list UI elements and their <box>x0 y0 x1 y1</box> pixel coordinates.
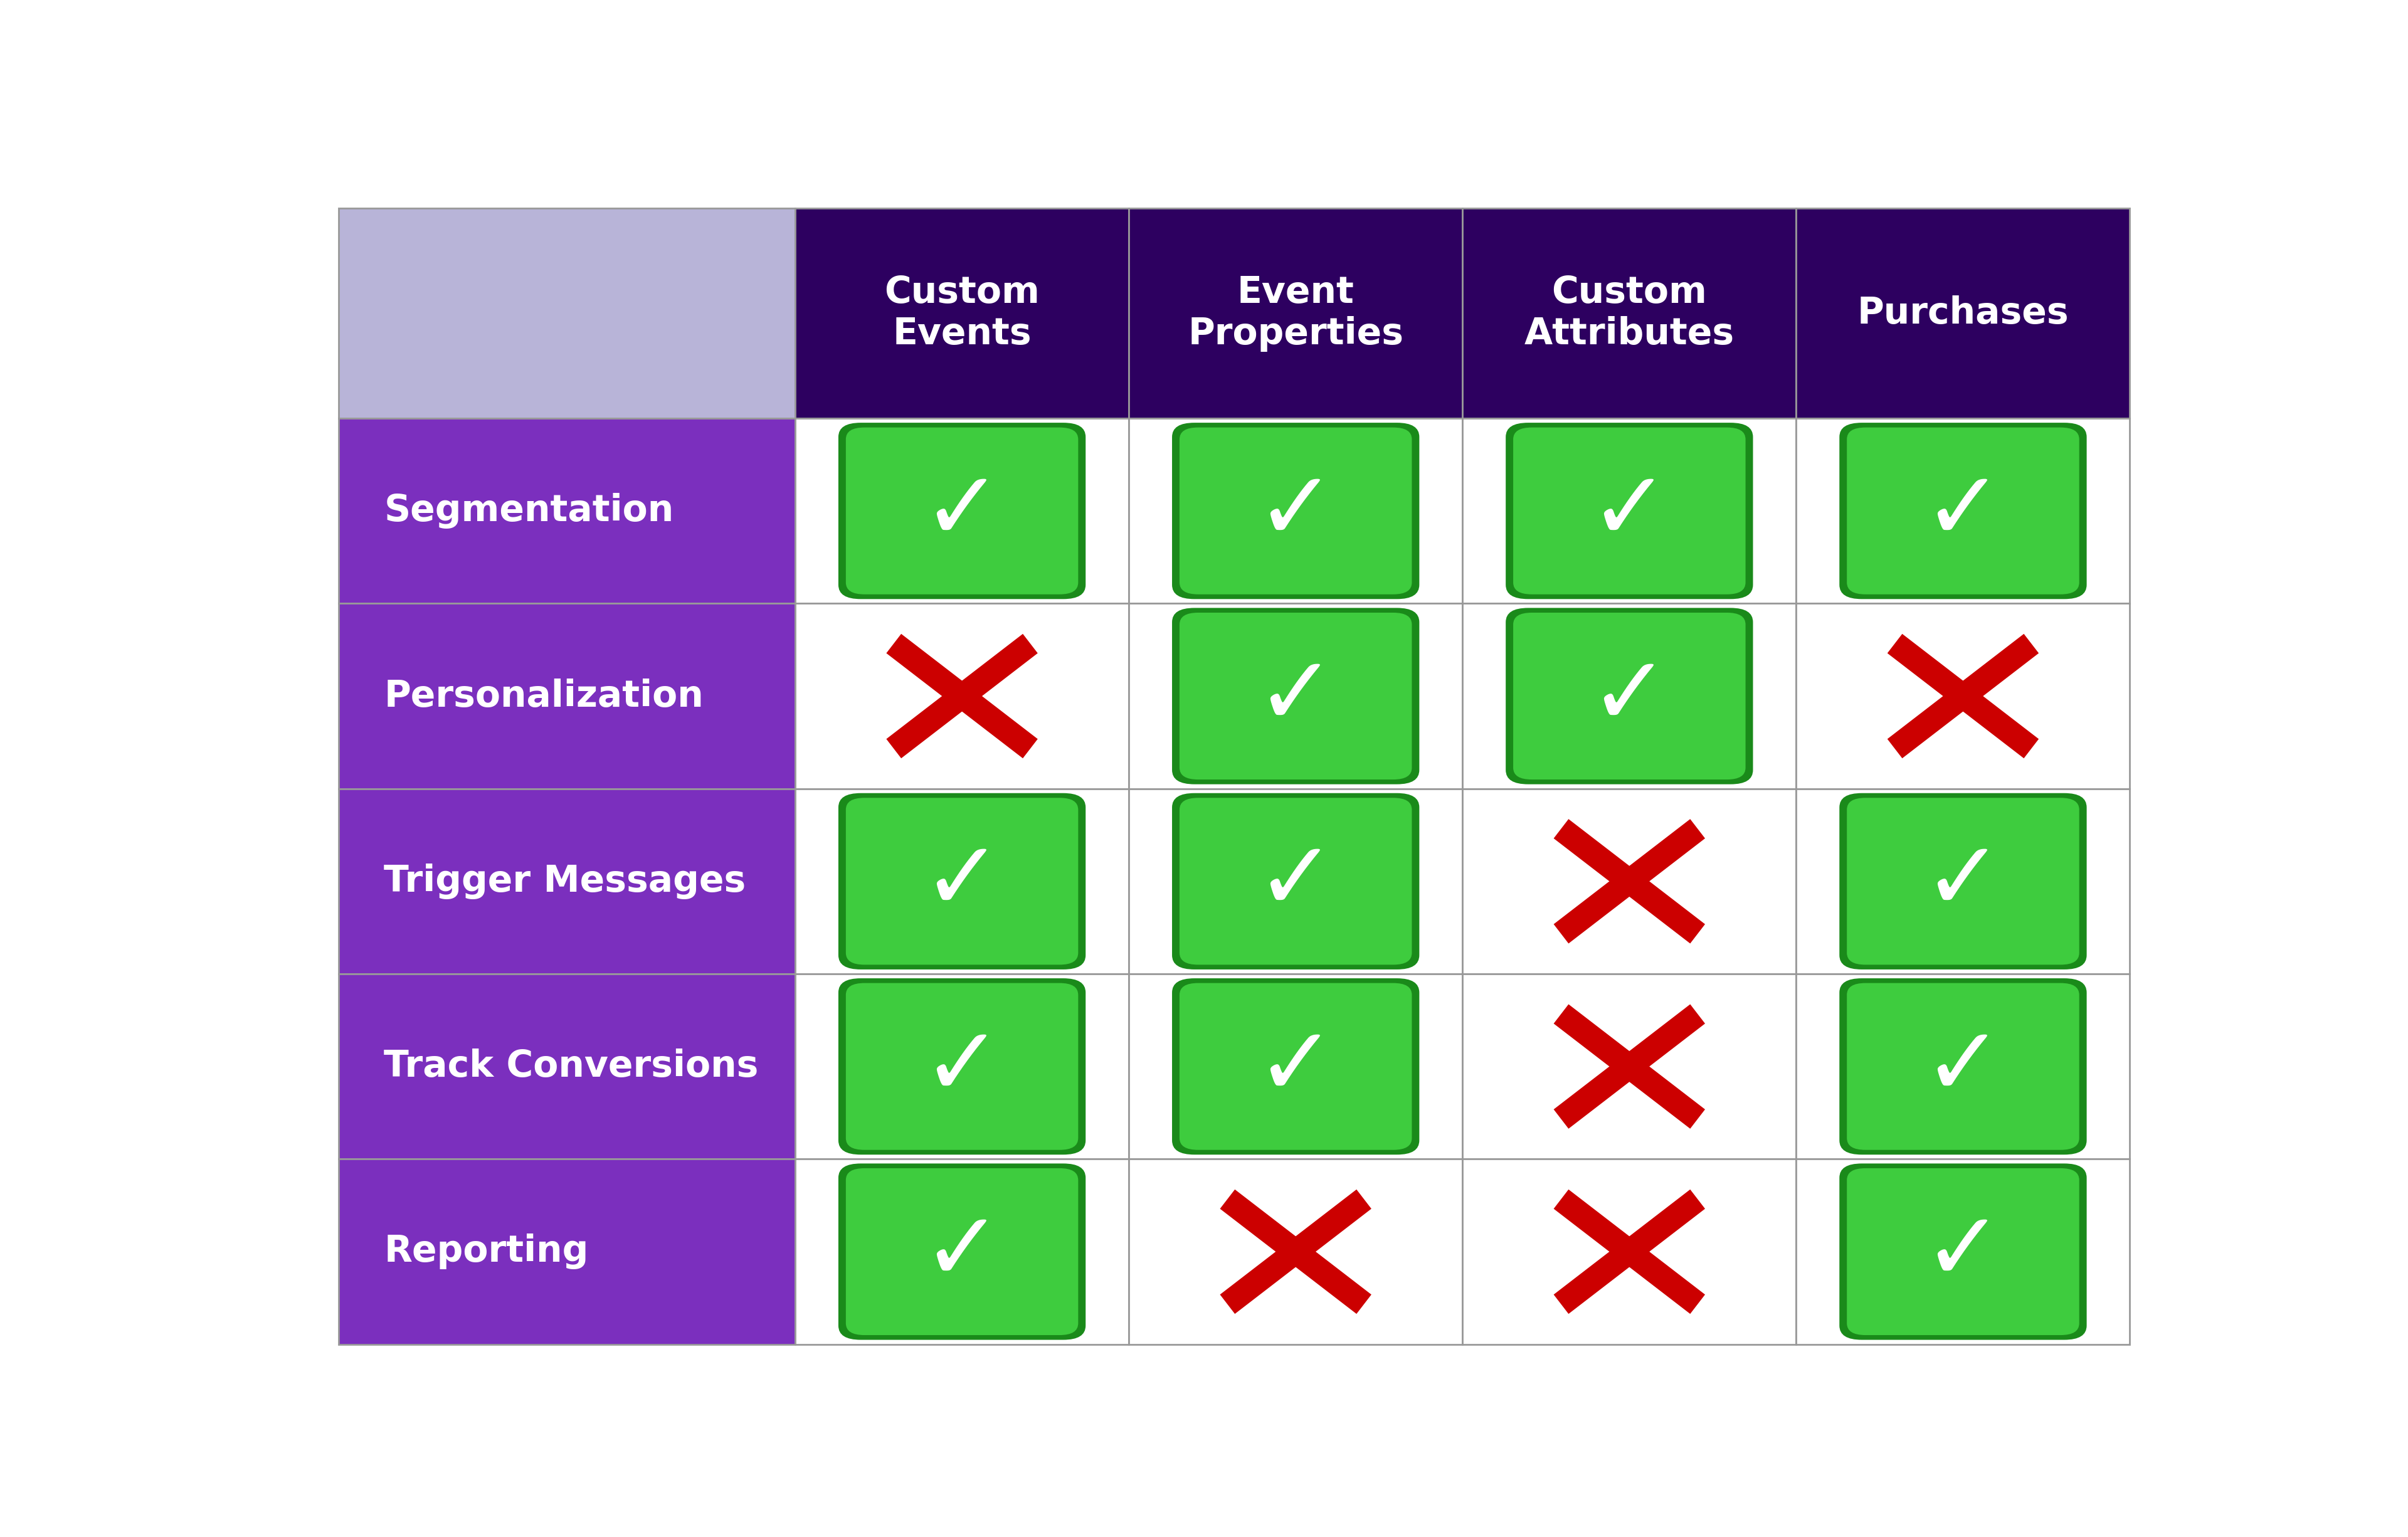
Text: Segmentation: Segmentation <box>383 493 674 529</box>
FancyBboxPatch shape <box>1840 979 2088 1154</box>
Bar <box>1796 1159 2129 1345</box>
Bar <box>337 207 795 418</box>
FancyBboxPatch shape <box>838 793 1086 970</box>
FancyBboxPatch shape <box>1847 427 2078 595</box>
Bar <box>337 974 795 1159</box>
FancyBboxPatch shape <box>845 1168 1079 1336</box>
Bar <box>1129 604 1462 788</box>
FancyBboxPatch shape <box>1173 793 1418 970</box>
FancyBboxPatch shape <box>1173 423 1418 599</box>
Text: Custom
Events: Custom Events <box>884 275 1040 352</box>
Bar <box>1462 974 1796 1159</box>
Text: Custom
Attributes: Custom Attributes <box>1524 275 1734 352</box>
Text: ✓: ✓ <box>1255 466 1336 559</box>
FancyBboxPatch shape <box>845 427 1079 595</box>
Text: ✓: ✓ <box>922 836 1002 930</box>
Bar <box>1462 1159 1796 1345</box>
Bar <box>1462 788 1796 974</box>
Bar <box>337 418 795 604</box>
Bar <box>1796 207 2129 418</box>
FancyBboxPatch shape <box>838 1164 1086 1340</box>
Bar <box>1796 418 2129 604</box>
Bar <box>1129 788 1462 974</box>
Bar <box>337 604 795 788</box>
FancyBboxPatch shape <box>1840 1164 2088 1340</box>
FancyBboxPatch shape <box>838 423 1086 599</box>
FancyBboxPatch shape <box>838 979 1086 1154</box>
Bar <box>1129 418 1462 604</box>
Bar <box>1129 1159 1462 1345</box>
FancyBboxPatch shape <box>1173 609 1418 784</box>
Bar <box>1796 604 2129 788</box>
Bar <box>1462 207 1796 418</box>
Bar <box>1129 207 1462 418</box>
FancyBboxPatch shape <box>1840 793 2088 970</box>
FancyBboxPatch shape <box>1512 427 1746 595</box>
FancyBboxPatch shape <box>845 798 1079 965</box>
FancyBboxPatch shape <box>845 984 1079 1150</box>
Bar <box>1796 974 2129 1159</box>
Bar <box>337 1159 795 1345</box>
Text: ✓: ✓ <box>1255 1021 1336 1114</box>
Text: Event
Properties: Event Properties <box>1187 275 1404 352</box>
FancyBboxPatch shape <box>1173 979 1418 1154</box>
Bar <box>337 788 795 974</box>
FancyBboxPatch shape <box>1847 798 2078 965</box>
FancyBboxPatch shape <box>1847 984 2078 1150</box>
Text: ✓: ✓ <box>1924 836 2003 930</box>
FancyBboxPatch shape <box>1840 423 2088 599</box>
FancyBboxPatch shape <box>1505 423 1753 599</box>
Bar <box>1462 418 1796 604</box>
Text: Trigger Messages: Trigger Messages <box>383 864 746 899</box>
Bar <box>795 207 1129 418</box>
Bar <box>795 788 1129 974</box>
Bar <box>795 974 1129 1159</box>
Text: ✓: ✓ <box>922 1207 1002 1300</box>
Bar <box>795 418 1129 604</box>
FancyBboxPatch shape <box>1180 984 1411 1150</box>
FancyBboxPatch shape <box>1505 609 1753 784</box>
FancyBboxPatch shape <box>1180 427 1411 595</box>
Text: ✓: ✓ <box>922 466 1002 559</box>
Bar <box>1462 604 1796 788</box>
Text: ✓: ✓ <box>1924 1021 2003 1114</box>
FancyBboxPatch shape <box>1512 613 1746 779</box>
Text: ✓: ✓ <box>1924 466 2003 559</box>
Bar <box>795 1159 1129 1345</box>
Text: Reporting: Reporting <box>383 1234 588 1270</box>
Text: ✓: ✓ <box>1589 650 1669 744</box>
FancyBboxPatch shape <box>1847 1168 2078 1336</box>
Bar <box>1129 974 1462 1159</box>
Text: ✓: ✓ <box>1924 1207 2003 1300</box>
Text: ✓: ✓ <box>1255 650 1336 744</box>
Bar <box>1796 788 2129 974</box>
Text: ✓: ✓ <box>922 1021 1002 1114</box>
FancyBboxPatch shape <box>1180 613 1411 779</box>
Text: Personalization: Personalization <box>383 678 703 715</box>
Text: Track Conversions: Track Conversions <box>383 1048 759 1084</box>
FancyBboxPatch shape <box>1180 798 1411 965</box>
Bar <box>795 604 1129 788</box>
Text: ✓: ✓ <box>1255 836 1336 930</box>
Text: Purchases: Purchases <box>1857 295 2068 330</box>
Text: ✓: ✓ <box>1589 466 1669 559</box>
